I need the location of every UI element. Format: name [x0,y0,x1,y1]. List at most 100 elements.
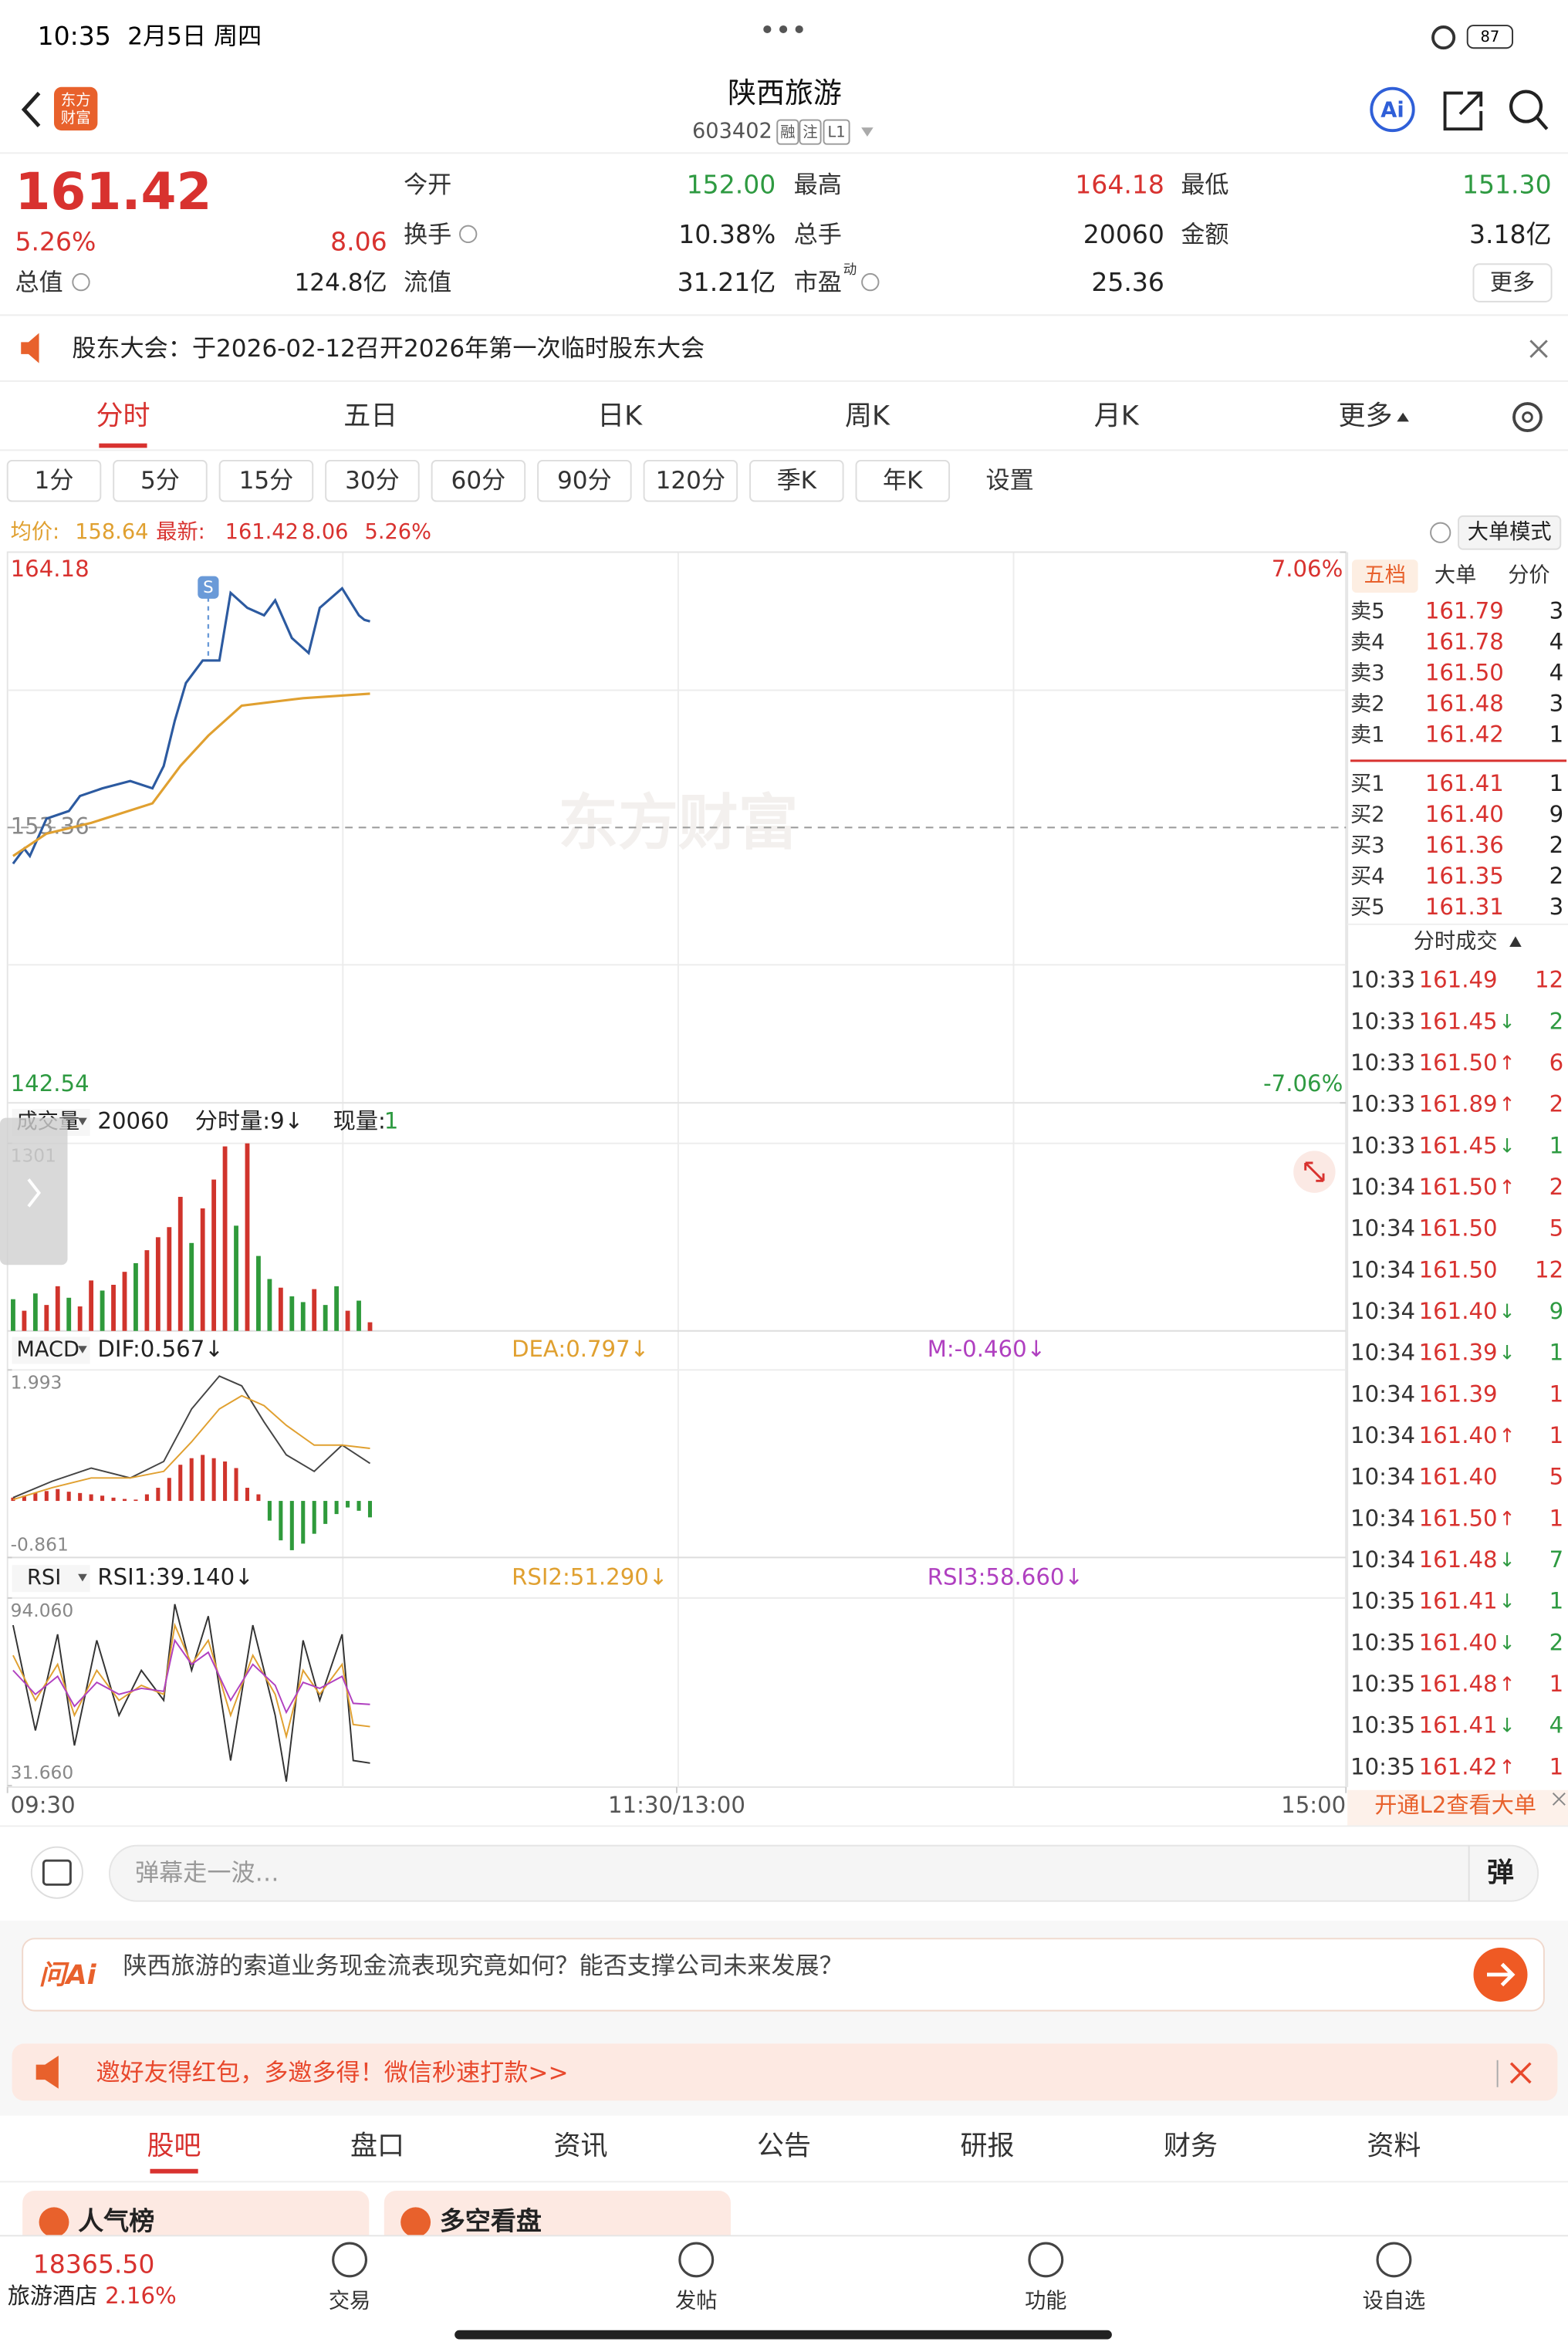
book-price: 161.78 [1425,628,1504,654]
trade-dir: ↓ [1499,1590,1516,1613]
nav-icon[interactable] [678,2242,715,2278]
trade-price: 161.50 [1419,1505,1498,1531]
macd-bar [22,1495,26,1502]
period-button[interactable] [6,459,102,502]
settings-button[interactable]: 设置 [986,467,1034,495]
panel-value: DEA:0.797↓ [512,1336,649,1362]
legend-label: 最新: [156,520,205,544]
panel-value: 1 [384,1107,399,1134]
period-button[interactable] [537,459,632,502]
rsi-line [12,1638,370,1715]
tag: 注 [803,123,817,141]
trade-price: 161.39 [1419,1380,1498,1407]
book-price: 161.50 [1425,659,1504,685]
section-tab[interactable]: 公告 [757,2131,811,2162]
stat-label: 金额 [1181,221,1228,248]
l2-banner[interactable] [1347,1789,1568,1827]
period-button[interactable] [749,459,844,502]
danmaku-button[interactable]: 弹 [1487,1858,1514,1889]
stat-label-sup: 动 [843,262,857,278]
section-tab[interactable]: 财务 [1164,2131,1218,2162]
nav-label[interactable]: 发帖 [675,2289,717,2313]
trade-time: 10:34 [1350,1380,1415,1407]
book-tab[interactable]: 大单 [1435,563,1476,587]
volume-bar [222,1146,228,1331]
book-label: 买4 [1350,865,1385,889]
gear-icon[interactable] [1512,402,1543,433]
volume-bar [22,1310,27,1331]
share-button[interactable] [1443,91,1483,131]
period-button[interactable] [431,459,526,502]
back-button[interactable] [21,91,41,127]
macd-bar [66,1492,71,1502]
dropdown [861,127,874,137]
trade-dir: ↑ [1499,1176,1516,1198]
stat-label: 今开 [404,171,451,199]
promo-bar[interactable] [12,2043,1558,2101]
macd-bar [201,1455,205,1502]
period-button[interactable] [643,459,738,502]
tab[interactable]: 五日 [343,401,397,432]
trade-dir: ↑ [1499,1673,1516,1695]
nav-icon[interactable] [1376,2242,1412,2278]
book-price: 161.40 [1425,801,1504,827]
nav-label[interactable]: 设自选 [1363,2289,1426,2313]
trade-volume: 2 [1549,1174,1564,1200]
trade-dir: ↑ [1499,1424,1516,1447]
panel-value: RSI3:58.660↓ [928,1564,1083,1590]
macd-bar [223,1461,228,1502]
tab[interactable]: 更多 [1338,401,1392,432]
nav-label[interactable]: 交易 [329,2289,370,2313]
period-button[interactable] [113,459,208,502]
danmaku-input[interactable] [108,1844,1539,1902]
macd-bar [211,1458,216,1502]
section-tab[interactable]: 股吧 [147,2131,201,2162]
book-label: 买3 [1350,834,1385,858]
book-tab[interactable]: 五档 [1364,563,1406,587]
period-label: 15分 [239,467,294,495]
tab[interactable]: 周K [845,401,890,432]
search-button[interactable] [1509,90,1543,123]
period-button[interactable] [855,459,951,502]
trade-price: 161.40 [1419,1629,1498,1655]
tab[interactable]: 日K [597,401,643,432]
close-icon[interactable] [1529,340,1548,358]
book-tab[interactable]: 分价 [1508,563,1549,587]
promo-close[interactable] [1509,2062,1532,2084]
period-button[interactable] [325,459,420,502]
ai-button[interactable] [1370,86,1415,133]
danmaku-icon[interactable] [30,1846,83,1899]
tab-active-bg [1351,559,1418,593]
period-button[interactable] [218,459,314,502]
tab[interactable]: 分时 [96,401,150,432]
trade-price: 161.48 [1419,1671,1498,1697]
nav-label[interactable]: 功能 [1025,2289,1066,2313]
trade-time: 10:34 [1350,1340,1415,1366]
signal-icon [1431,25,1456,50]
card-icon [39,2207,69,2238]
more-button[interactable] [1472,263,1553,302]
section-tab[interactable]: 盘口 [350,2131,404,2162]
mode-button[interactable] [1458,515,1562,550]
trade-price: 161.50 [1419,1256,1498,1282]
side-tab[interactable] [0,1117,68,1266]
card-title: 多空看盘 [440,2205,542,2235]
nav-icon[interactable] [332,2242,368,2278]
section-tab[interactable]: 研报 [960,2131,1014,2162]
trades-arrow [1509,936,1522,947]
ai-box[interactable] [22,1938,1545,2012]
nav-icon[interactable] [1028,2242,1064,2278]
section-tab[interactable]: 资讯 [554,2131,608,2162]
volume-bar [256,1255,261,1331]
trade-price: 161.40 [1419,1298,1498,1324]
section-tab[interactable]: 资料 [1367,2131,1421,2162]
tab[interactable]: 月K [1094,401,1140,432]
ai-question: 陕西旅游的索道业务现金流表现究竟如何？能否支撑公司未来发展？ [123,1952,843,1980]
trade-time: 10:35 [1350,1629,1415,1655]
trade-price: 161.49 [1419,967,1498,993]
volume-bar [345,1310,350,1331]
macd-bar [334,1501,339,1515]
y2-tick-label: -7.06% [1263,1070,1343,1097]
